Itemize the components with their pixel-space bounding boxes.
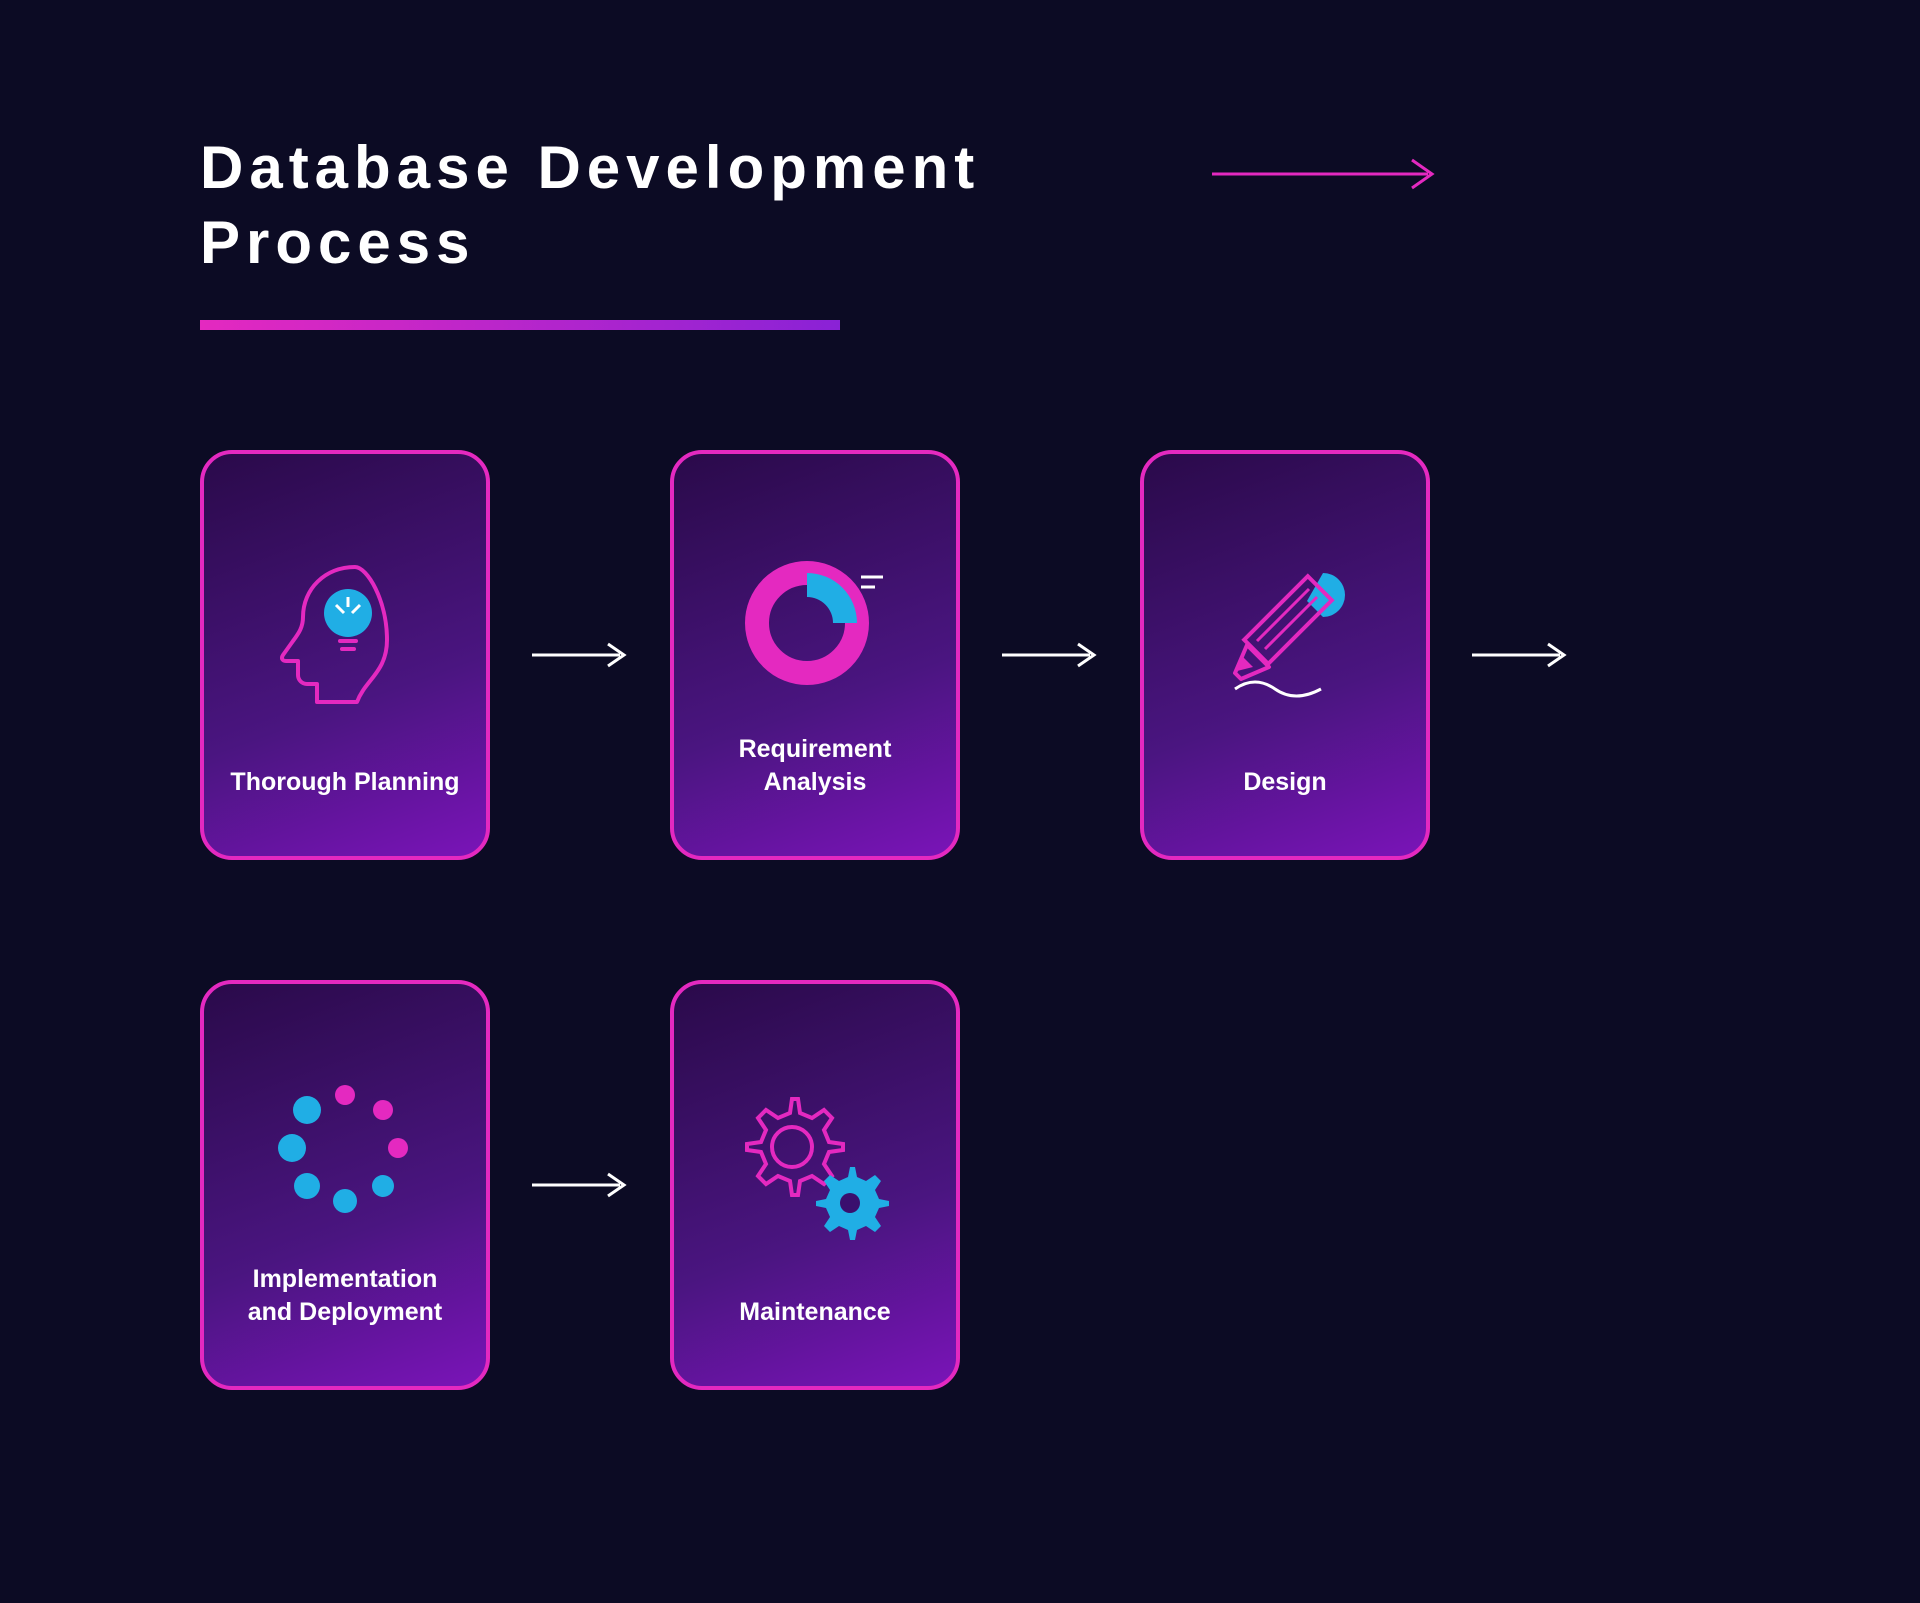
arrow-right-icon bbox=[530, 1170, 630, 1200]
card-planning: Thorough Planning bbox=[200, 450, 490, 860]
pencil-icon bbox=[1205, 504, 1365, 766]
head-bulb-icon bbox=[270, 504, 420, 766]
title-underline bbox=[200, 320, 840, 330]
card-implementation: Implementation and Deployment bbox=[200, 980, 490, 1390]
process-row-2: Implementation and Deployment Maintenanc… bbox=[200, 980, 1720, 1390]
card-design: Design bbox=[1140, 450, 1430, 860]
card-requirement-analysis: Requirement Analysis bbox=[670, 450, 960, 860]
card-label: Requirement Analysis bbox=[698, 733, 932, 801]
card-label: Implementation and Deployment bbox=[228, 1263, 462, 1331]
card-label: Thorough Planning bbox=[230, 766, 459, 800]
process-row-1: Thorough Planning Requirement Analysis bbox=[200, 450, 1720, 860]
gears-icon bbox=[730, 1034, 900, 1296]
page-title: Database Development Process bbox=[200, 130, 1150, 280]
card-label: Design bbox=[1243, 766, 1326, 800]
arrow-right-icon bbox=[1470, 640, 1570, 670]
card-maintenance: Maintenance bbox=[670, 980, 960, 1390]
arrow-right-icon bbox=[530, 640, 630, 670]
arrow-right-icon bbox=[1000, 640, 1100, 670]
spinner-dots-icon bbox=[270, 1034, 420, 1263]
card-label: Maintenance bbox=[739, 1296, 890, 1330]
donut-chart-icon bbox=[735, 504, 895, 733]
arrow-right-icon bbox=[1210, 154, 1450, 194]
